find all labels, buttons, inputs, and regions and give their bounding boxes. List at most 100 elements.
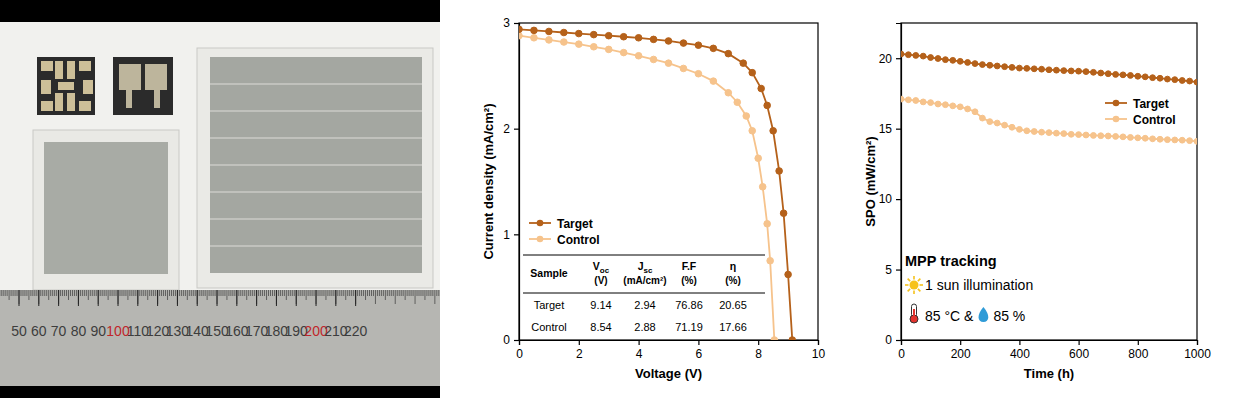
ruler-minor-tick xyxy=(361,290,362,296)
series-marker xyxy=(1165,137,1171,143)
substrate xyxy=(113,57,173,115)
chart: 02468100123Voltage (V)Current density (m… xyxy=(481,16,825,381)
x-axis: 02004006008001000 xyxy=(898,340,1211,361)
module-glass xyxy=(197,48,433,288)
series-marker xyxy=(710,45,717,52)
ruler-tick xyxy=(256,290,257,306)
ruler-minor-tick xyxy=(420,290,421,296)
ruler-minor-tick xyxy=(302,290,303,296)
y-tick: 5 xyxy=(885,263,901,277)
ruler-minor-tick xyxy=(74,290,75,296)
x-tick-label: 0 xyxy=(898,347,905,361)
series-marker xyxy=(561,29,568,36)
ruler-minor-tick xyxy=(30,290,31,296)
series-marker xyxy=(1091,69,1097,75)
series-marker xyxy=(1150,136,1156,142)
series-marker xyxy=(1046,67,1052,73)
table-cell: Target xyxy=(534,299,565,311)
table-header: Voc xyxy=(593,260,610,275)
ruler-minor-tick xyxy=(110,290,111,296)
x-tick: 800 xyxy=(1128,340,1148,361)
ruler-minor-tick xyxy=(321,290,322,296)
series-marker xyxy=(901,51,904,57)
legend: TargetControl xyxy=(529,217,600,247)
y-tick-mark xyxy=(896,58,901,59)
x-tick-label: 200 xyxy=(951,347,971,361)
series-marker xyxy=(1054,67,1060,73)
ruler-minor-tick xyxy=(139,290,140,296)
sun-ray xyxy=(913,291,915,295)
series-marker xyxy=(1120,134,1126,140)
ruler-minor-tick xyxy=(36,290,37,296)
series-marker xyxy=(913,53,919,59)
ruler-minor-tick xyxy=(401,290,402,296)
series-marker xyxy=(920,53,926,59)
series-marker xyxy=(531,27,538,34)
table-cell: 76.86 xyxy=(675,299,703,311)
series-marker xyxy=(1128,135,1134,141)
table-header-unit: (%) xyxy=(725,275,741,286)
ruler-minor-tick xyxy=(100,290,101,296)
ruler-tick xyxy=(58,290,59,306)
table-header-text: Sample xyxy=(530,267,568,279)
table-cell: 17.66 xyxy=(719,321,747,333)
annotation: 1 sun illumination xyxy=(925,277,1033,293)
ruler-minor-tick xyxy=(347,290,348,296)
ruler-minor-tick xyxy=(24,290,25,296)
y-tick: 15 xyxy=(879,122,901,136)
module-glass xyxy=(33,130,179,290)
ruler-label: 50 xyxy=(11,323,27,339)
y-tick-mark xyxy=(896,199,901,200)
y-tick-label: 0 xyxy=(503,333,510,347)
electrode xyxy=(83,80,93,94)
ruler-minor-tick xyxy=(9,290,10,300)
ruler-minor-tick xyxy=(159,290,160,296)
series-marker xyxy=(1068,68,1074,74)
ruler-minor-tick xyxy=(11,290,12,296)
sun-ray xyxy=(908,289,910,291)
ruler-minor-tick xyxy=(438,290,439,296)
ruler-minor-tick xyxy=(28,290,29,300)
series-marker xyxy=(650,56,657,63)
series-marker xyxy=(546,37,553,44)
ruler-minor-tick xyxy=(143,290,144,296)
ruler-minor-tick xyxy=(135,290,136,296)
series-marker xyxy=(1157,75,1163,81)
series-marker xyxy=(780,210,787,217)
thermometer-fill xyxy=(913,309,915,318)
series-marker xyxy=(695,42,702,49)
ruler-minor-tick xyxy=(224,290,225,296)
series-marker xyxy=(1002,64,1008,70)
ruler-minor-tick xyxy=(436,290,437,296)
series-marker xyxy=(1172,137,1178,143)
series-marker xyxy=(928,55,934,61)
ruler-minor-tick xyxy=(163,290,164,296)
ruler-minor-tick xyxy=(7,290,8,296)
ruler-minor-tick xyxy=(165,290,166,296)
ruler-tick xyxy=(316,290,317,306)
ruler-minor-tick xyxy=(397,290,398,296)
x-tick-label: 10 xyxy=(812,347,826,361)
ruler-minor-tick xyxy=(205,290,206,296)
series-marker xyxy=(620,33,627,40)
x-tick-label: 2 xyxy=(576,347,583,361)
sun-ray xyxy=(908,279,910,281)
series-marker xyxy=(755,155,762,162)
series-marker xyxy=(987,119,993,125)
series-marker xyxy=(920,99,926,105)
ruler-minor-tick xyxy=(339,290,340,296)
ruler-minor-tick xyxy=(56,290,57,296)
ruler-minor-tick xyxy=(70,290,71,296)
ruler-minor-tick xyxy=(60,290,61,296)
table-header-subscript: sc xyxy=(643,266,652,275)
ruler-tick xyxy=(38,290,39,306)
ruler-minor-tick xyxy=(189,290,190,296)
ruler-minor-tick xyxy=(242,290,243,296)
ruler-minor-tick xyxy=(278,290,279,296)
table-header: Sample xyxy=(530,267,568,279)
ruler-minor-tick xyxy=(127,290,128,300)
series-marker xyxy=(1157,136,1163,142)
x-tick: 6 xyxy=(696,340,703,361)
ruler-minor-tick xyxy=(13,290,14,296)
y-tick-mark xyxy=(896,129,901,130)
